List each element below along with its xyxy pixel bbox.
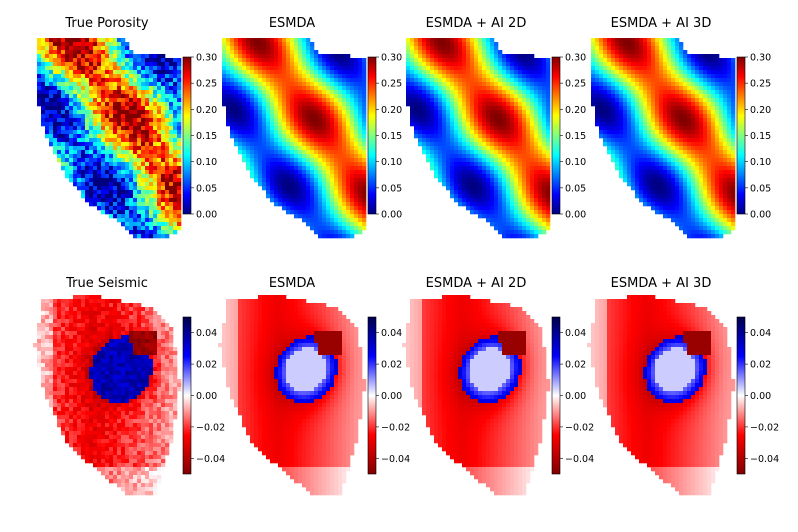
colorbar-tick-label: 0.00: [196, 391, 217, 402]
colorbar-tick-label: 0.02: [196, 360, 217, 371]
colorbar-tick-label: −0.02: [196, 422, 225, 433]
colorbar-tick-label: 0.05: [381, 183, 402, 194]
panel-title: ESMDA + AI 3D: [611, 276, 712, 291]
porosity-row: True Porosity 0.00 0.05 0.10 0.15 0.20 0.25 0.3…: [37, 16, 771, 239]
panel-seismic-0: True Seismic 0.04 0.02 0.00 −0.02 −0.04: [33, 276, 225, 496]
panel-porosity-2: ESMDA + AI 2D 0.00 0.05 0.10 0.15 0.20 0.25 0.3…: [406, 16, 586, 239]
colorbar-tick-label: 0.15: [750, 131, 771, 142]
heatmap: [37, 38, 182, 239]
colorbar: 0.00 0.05 0.10 0.15 0.20 0.25 0.30: [551, 53, 586, 221]
colorbar-tick-label: 0.04: [565, 328, 586, 339]
colorbar-tick-label: 0.10: [565, 157, 586, 168]
colorbar-tick-label: 0.30: [750, 53, 771, 64]
seismic-row: True Seismic 0.04 0.02 0.00 −0.02 −0.04 ESMDA 0…: [33, 276, 779, 496]
colorbar-tick-label: 0.20: [750, 105, 771, 116]
colorbar-tick-label: 0.15: [565, 131, 586, 142]
colorbar-tick-label: −0.04: [381, 454, 410, 465]
colorbar: 0.04 0.02 0.00 −0.02 −0.04: [367, 316, 410, 475]
heatmap: [406, 38, 551, 239]
colorbar-tick-label: −0.02: [381, 422, 410, 433]
colorbar-tick-label: 0.15: [196, 131, 217, 142]
colorbar-tick-label: 0.15: [381, 131, 402, 142]
colorbar: 0.00 0.05 0.10 0.15 0.20 0.25 0.30: [736, 53, 771, 221]
colorbar-tick-label: −0.02: [565, 422, 594, 433]
colorbar-tick-label: 0.00: [750, 391, 771, 402]
colorbar-tick-label: 0.00: [565, 391, 586, 402]
colorbar-tick-label: 0.10: [196, 157, 217, 168]
panel-seismic-2: ESMDA + AI 2D 0.04 0.02 0.00 −0.02 −0.04: [402, 276, 594, 496]
colorbar-tick-label: −0.04: [196, 454, 225, 465]
panel-seismic-3: ESMDA + AI 3D 0.04 0.02 0.00 −0.02 −0.04: [587, 276, 779, 496]
colorbar-tick-label: 0.05: [565, 183, 586, 194]
panel-porosity-1: ESMDA 0.00 0.05 0.10 0.15 0.20 0.25 0.30: [222, 16, 402, 239]
heatmap: [222, 38, 367, 239]
colorbar: 0.04 0.02 0.00 −0.02 −0.04: [551, 316, 594, 475]
heatmap: [402, 295, 551, 496]
heatmap: [33, 295, 182, 496]
heatmap: [587, 295, 736, 496]
colorbar-tick-label: 0.02: [565, 360, 586, 371]
colorbar-tick-label: 0.20: [381, 105, 402, 116]
colorbar-tick-label: 0.00: [196, 210, 217, 221]
panel-title: True Porosity: [64, 16, 149, 31]
colorbar-tick-label: −0.04: [565, 454, 594, 465]
colorbar-tick-label: 0.25: [196, 79, 217, 90]
colorbar: 0.00 0.05 0.10 0.15 0.20 0.25 0.30: [182, 53, 217, 221]
panel-porosity-0: True Porosity 0.00 0.05 0.10 0.15 0.20 0.25 0.3…: [37, 16, 217, 239]
colorbar: 0.04 0.02 0.00 −0.02 −0.04: [736, 316, 779, 475]
colorbar: 0.04 0.02 0.00 −0.02 −0.04: [182, 316, 225, 475]
colorbar-tick-label: 0.20: [196, 105, 217, 116]
colorbar-tick-label: 0.00: [750, 210, 771, 221]
panel-porosity-3: ESMDA + AI 3D 0.00 0.05 0.10 0.15 0.20 0.25 0.3…: [591, 16, 771, 239]
colorbar-tick-label: −0.04: [750, 454, 779, 465]
colorbar-tick-label: −0.02: [750, 422, 779, 433]
panel-title: ESMDA + AI 2D: [426, 16, 527, 31]
colorbar-tick-label: 0.00: [381, 210, 402, 221]
panel-seismic-1: ESMDA 0.04 0.02 0.00 −0.02 −0.04: [218, 276, 410, 496]
colorbar-tick-label: 0.10: [381, 157, 402, 168]
colorbar-tick-label: 0.30: [381, 53, 402, 64]
panel-title: ESMDA: [269, 276, 315, 291]
heatmap: [218, 295, 367, 496]
colorbar-tick-label: 0.04: [381, 328, 402, 339]
colorbar-tick-label: 0.25: [565, 79, 586, 90]
colorbar-tick-label: 0.02: [750, 360, 771, 371]
panel-title: ESMDA + AI 2D: [426, 276, 527, 291]
colorbar-tick-label: 0.02: [381, 360, 402, 371]
colorbar-tick-label: 0.05: [196, 183, 217, 194]
colorbar-tick-label: 0.05: [750, 183, 771, 194]
panel-title: ESMDA: [269, 16, 315, 31]
panel-title: ESMDA + AI 3D: [611, 16, 712, 31]
colorbar-tick-label: 0.25: [381, 79, 402, 90]
colorbar-tick-label: 0.00: [381, 391, 402, 402]
colorbar-tick-label: 0.30: [196, 53, 217, 64]
colorbar-tick-label: 0.25: [750, 79, 771, 90]
panel-title: True Seismic: [65, 276, 148, 291]
colorbar-tick-label: 0.00: [565, 210, 586, 221]
colorbar-tick-label: 0.30: [565, 53, 586, 64]
colorbar-tick-label: 0.20: [565, 105, 586, 116]
heatmap: [591, 38, 736, 239]
colorbar-tick-label: 0.04: [750, 328, 771, 339]
colorbar-tick-label: 0.10: [750, 157, 771, 168]
colorbar: 0.00 0.05 0.10 0.15 0.20 0.25 0.30: [367, 53, 402, 221]
colorbar-tick-label: 0.04: [196, 328, 217, 339]
